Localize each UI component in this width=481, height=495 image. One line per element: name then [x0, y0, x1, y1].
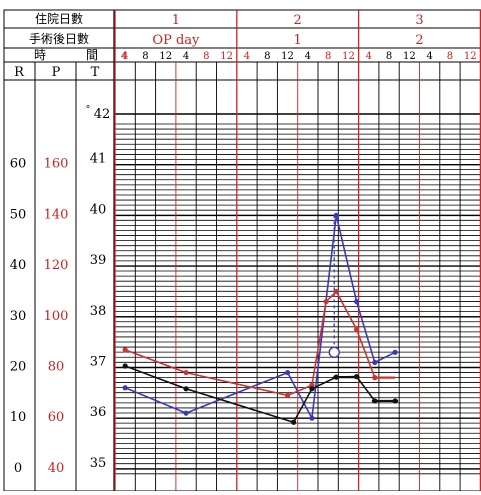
- postop-day-label: 2: [415, 33, 423, 48]
- t-tick-label: 39: [90, 253, 107, 268]
- series-point-P: [284, 392, 291, 398]
- t-tick-label: 35: [90, 456, 107, 471]
- series-point-R: [309, 386, 315, 392]
- hospital-day-label: 2: [294, 13, 302, 28]
- postop-day-label: OP day: [152, 33, 200, 48]
- postop-day-label: 1: [294, 33, 302, 48]
- fever-drop-marker: [328, 346, 340, 358]
- series-point-R: [122, 363, 128, 369]
- time-slot-label: 12: [464, 51, 477, 62]
- t-axis-heading: T: [91, 65, 100, 80]
- time-slot-label: 8: [203, 51, 209, 62]
- series-point-T: [284, 369, 291, 376]
- time-slot-label: 12: [220, 51, 233, 62]
- time-slot-label: 8: [386, 51, 392, 62]
- series-line-R: [124, 365, 396, 424]
- series-point-T: [309, 415, 315, 421]
- p-tick-label: 40: [48, 461, 65, 476]
- series-point-P: [122, 347, 128, 353]
- t-tick-label: 42: [94, 107, 111, 122]
- r-tick-label: 50: [10, 207, 27, 222]
- series-point-T: [122, 385, 128, 391]
- t-tick-label: 37: [90, 355, 107, 370]
- series-point-R: [183, 386, 189, 392]
- series-line-P: [124, 290, 376, 397]
- t-tick-label: 41: [90, 152, 107, 167]
- t-tick-label: 36: [90, 405, 107, 420]
- t-degree-mark: °: [86, 105, 91, 115]
- series-point-T: [392, 349, 398, 355]
- p-tick-label: 80: [48, 360, 65, 375]
- row-label-postop-day: 手術後日數: [29, 32, 89, 46]
- p-tick-label: 160: [44, 157, 69, 172]
- row-label-hospital-day: 住院日數: [35, 12, 83, 26]
- hospital-day-label: 3: [415, 13, 423, 28]
- p-tick-label: 140: [44, 207, 69, 222]
- r-tick-label: 20: [10, 360, 27, 375]
- series-point-P: [323, 298, 329, 305]
- r-tick-label: 60: [10, 157, 27, 172]
- time-slot-label-lead: 4: [121, 51, 127, 62]
- time-slot-label: 4: [305, 51, 311, 62]
- t-tick-label: 40: [90, 202, 107, 217]
- time-slot-label: 4: [183, 51, 189, 62]
- r-tick-label: 40: [10, 258, 27, 273]
- series-point-T: [333, 212, 339, 218]
- series-point-P: [183, 369, 189, 376]
- r-tick-label: 30: [10, 309, 27, 324]
- time-slot-label: 4: [244, 51, 250, 62]
- series-point-R: [291, 419, 297, 425]
- time-slot-label: 8: [142, 51, 148, 62]
- series-point-T: [183, 410, 189, 416]
- time-slot-label: 12: [342, 51, 355, 62]
- series-point-T: [353, 298, 360, 305]
- time-slot-label: 4: [366, 51, 372, 62]
- time-slot-label: 8: [264, 51, 270, 62]
- p-tick-label: 120: [44, 258, 69, 273]
- r-tick-label: 0: [14, 461, 22, 476]
- hospital-day-label: 1: [172, 13, 180, 28]
- p-tick-label: 60: [48, 410, 65, 425]
- time-slot-label: 8: [447, 51, 453, 62]
- series-point-P: [333, 288, 339, 295]
- time-slot-label: 12: [159, 51, 172, 62]
- series-point-T: [372, 359, 378, 366]
- p-axis-heading: P: [52, 65, 61, 80]
- r-tick-label: 10: [10, 410, 27, 425]
- r-axis-heading: R: [14, 65, 25, 80]
- t-tick-label: 38: [90, 304, 107, 319]
- time-slot-label: 4: [426, 51, 432, 62]
- time-slot-label: 8: [325, 51, 331, 62]
- p-tick-label: 100: [44, 309, 69, 324]
- row-label-time-left: 時: [34, 48, 46, 62]
- time-slot-label: 12: [403, 51, 416, 62]
- series-point-P: [353, 326, 360, 333]
- time-slot-label: 4: [122, 51, 128, 62]
- row-label-time-right: 間: [86, 48, 98, 62]
- time-slot-label: 12: [281, 51, 294, 62]
